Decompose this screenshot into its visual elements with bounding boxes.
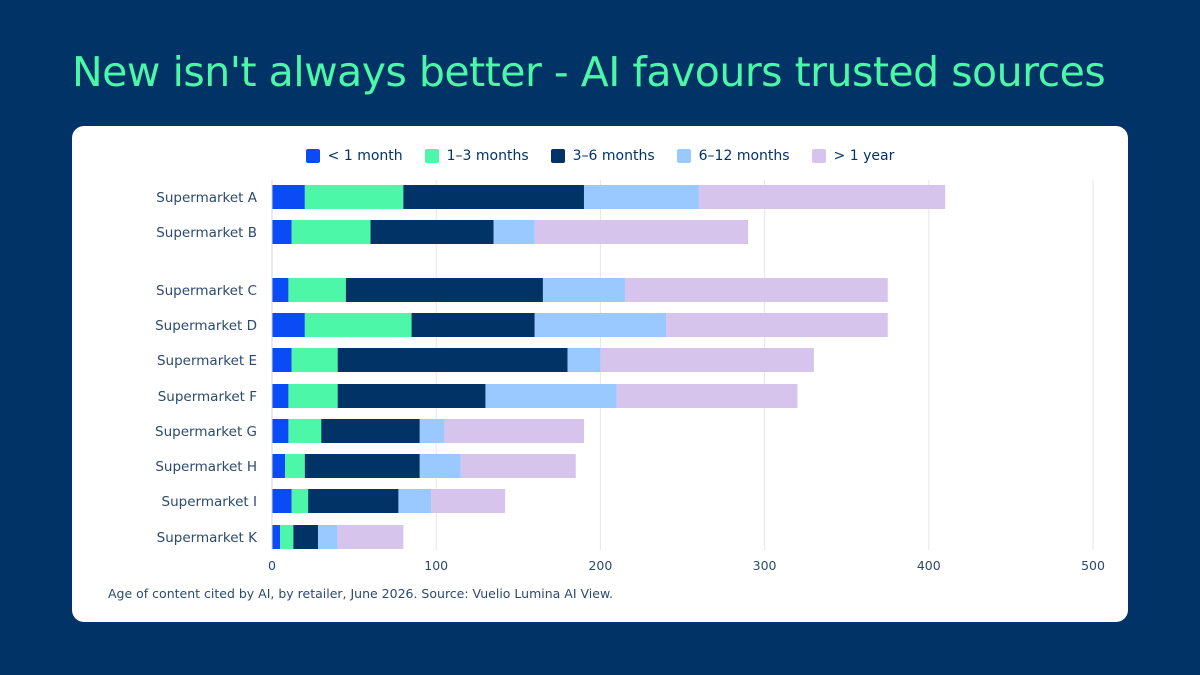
x-tick-label: 200 [588,558,612,573]
category-label: Supermarket H [155,459,257,475]
bar-segment [444,419,584,443]
x-tick-label: 0 [268,558,276,573]
bar-segment [419,454,461,478]
category-label: Supermarket D [155,318,257,334]
legend-item: < 1 month [305,148,403,164]
bar-segment [272,489,292,513]
category-label: Supermarket F [158,389,257,405]
bar-segment [485,384,617,408]
category-label: Supermarket A [156,190,258,206]
bar-segment [272,419,289,443]
bar-segment [272,525,281,549]
legend-swatch [550,149,565,163]
bar-segment [288,419,322,443]
bar-segment [625,278,888,302]
bar-segment [272,220,292,244]
bar-segment [534,313,667,337]
bar-segment [291,489,309,513]
bar-segment [370,220,494,244]
x-tick-label: 100 [424,558,448,573]
bar-segment [304,454,420,478]
x-tick-label: 500 [1081,558,1105,573]
bar-segment [321,419,420,443]
category-label: Supermarket C [156,283,257,299]
bar-segment [308,489,399,513]
bar-segment [272,384,289,408]
bar-segment [317,525,338,549]
legend-item: > 1 year [811,148,895,164]
legend-item: 3–6 months [550,148,655,164]
bar-segment [398,489,432,513]
legend-label: 1–3 months [446,148,529,164]
bar-segment [288,278,346,302]
legend-item: 6–12 months [676,148,790,164]
category-label: Supermarket G [155,424,257,440]
bar-segment [337,348,568,372]
bar-segment [293,525,318,549]
bar-segment [600,348,814,372]
legend-label: > 1 year [833,148,895,164]
bar-segment [272,348,292,372]
page-title: New isn't always better - AI favours tru… [72,48,1106,96]
bar-segment [460,454,576,478]
bar-segment [272,185,305,209]
stacked-bar-chart: 0 100 200 300 400 500 Supermarket A Supermarket… [155,180,1105,573]
bar-segment [280,525,294,549]
legend-swatch [676,149,691,163]
legend-label: 3–6 months [572,148,655,164]
bar-segment [542,278,626,302]
bar-segment [616,384,798,408]
legend-label: 6–12 months [698,148,790,164]
bar-segment [291,348,338,372]
bar-segment [291,220,371,244]
bar-segment [567,348,601,372]
x-tick-label: 400 [917,558,941,573]
chart-legend: < 1 month 1–3 months 3–6 months 6–12 months… [72,148,1128,164]
bar-segment [272,278,289,302]
category-label: Supermarket K [157,530,259,546]
category-label: Supermarket E [157,353,257,369]
bar-segment [431,489,506,513]
bar-segment [403,185,584,209]
bar-segment [337,525,404,549]
category-label: Supermarket I [162,494,258,510]
bar-segment [304,185,404,209]
chart-card: < 1 month 1–3 months 3–6 months 6–12 months… [72,126,1128,622]
bar-segment [345,278,543,302]
legend-swatch [811,149,826,163]
bar-segment [534,220,749,244]
bar-segment [288,384,338,408]
category-label: Supermarket B [156,225,257,241]
bar-segment [272,313,305,337]
bar-segment [698,185,946,209]
bar-segment [493,220,535,244]
bar-segment [304,313,412,337]
legend-swatch [424,149,439,163]
legend-swatch [305,149,320,163]
bar-segment [272,454,286,478]
x-tick-label: 300 [753,558,777,573]
legend-item: 1–3 months [424,148,529,164]
bar-segment [666,313,888,337]
legend-label: < 1 month [327,148,403,164]
chart-caption: Age of content cited by AI, by retailer,… [108,586,614,601]
bar-segment [411,313,535,337]
bar-segment [337,384,486,408]
bar-segment [583,185,699,209]
bar-segment [419,419,445,443]
bar-segment [285,454,305,478]
